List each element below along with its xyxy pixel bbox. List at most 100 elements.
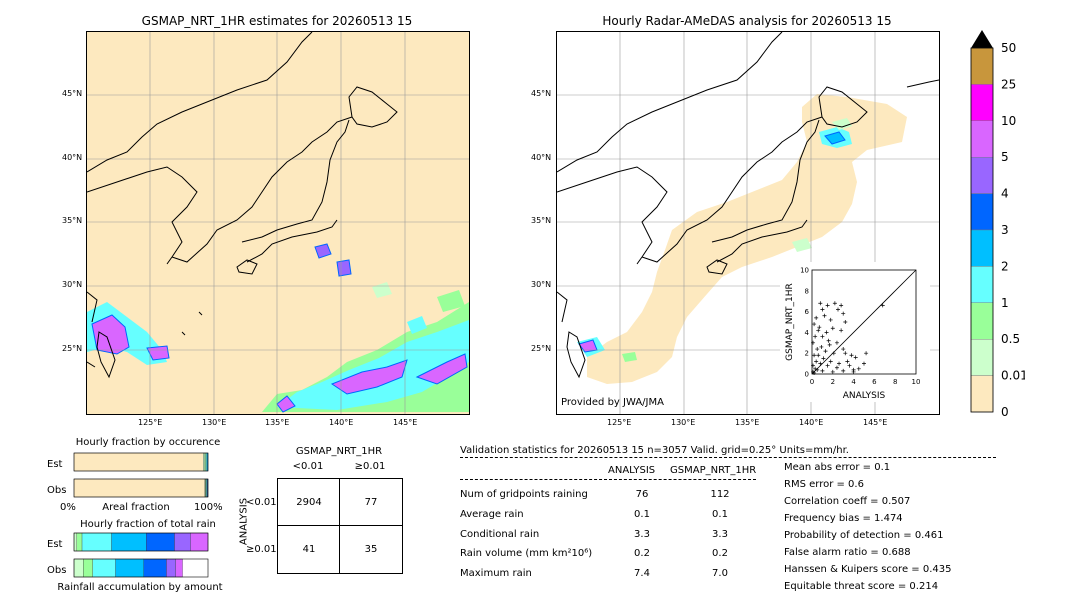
stat-gsmap-maximum: 7.0 (712, 568, 728, 579)
scatter-point (820, 334, 825, 339)
rain-category-est: Est (47, 539, 63, 550)
left-lat-label-45: 45°N (62, 89, 83, 98)
scatter-point (827, 342, 832, 347)
occ-category-obs: Obs (47, 485, 66, 496)
scatter-point (845, 359, 850, 364)
scatter-point (841, 368, 846, 373)
colorbar-label: 5 (1001, 150, 1009, 164)
right-lat-label-40: 40°N (531, 153, 552, 162)
colorbar-block (970, 339, 994, 376)
rain-xlabel: Rainfall accumulation by amount (57, 582, 222, 593)
scatter-point (818, 361, 823, 366)
left-rain-patches (87, 243, 469, 413)
occ-category-est: Est (47, 459, 63, 470)
scatter-point (826, 338, 831, 343)
score-frequency-bias: Frequency bias = 1.474 (784, 513, 903, 524)
scatter-point (820, 307, 825, 312)
scatter-point (824, 330, 829, 335)
colorbar-block (970, 156, 994, 194)
stat-gsmap-gridpoints: 112 (710, 489, 730, 500)
fraction-occurence-chart: Est Obs 0% 100% Areal fraction (40, 448, 240, 513)
stat-analysis-conditional: 3.3 (634, 529, 650, 540)
rain-bars (73, 532, 209, 578)
left-lon-label-135: 135°E (265, 418, 290, 427)
right-rain-patches (577, 118, 852, 362)
colorbar-block (970, 120, 994, 158)
scatter-ticks: 0 2 4 6 8 10 0 2 4 6 8 10 (800, 267, 920, 387)
scatter-x-tick: 4 (851, 378, 856, 386)
right-lat-label-30: 30°N (531, 280, 552, 289)
scatter-point (880, 303, 885, 308)
fraction-rain-chart: Est Obs Rainfall accumulation by amount (40, 530, 240, 594)
fraction-rain-title: Hourly fraction of total rain (80, 519, 216, 530)
contingency-cell-10: 41 (302, 544, 316, 555)
contingency-title: GSMAP_NRT_1HR (295, 446, 383, 457)
score-rmse: RMS error = 0.6 (784, 479, 864, 490)
scatter-point (813, 366, 818, 371)
colorbar-block (970, 84, 994, 122)
right-lon-label-125: 125°E (607, 418, 632, 427)
colorbar-block (970, 375, 994, 413)
stat-analysis-maximum: 7.4 (634, 568, 650, 579)
scatter-point (839, 328, 844, 333)
score-ets: Equitable threat score = 0.214 (784, 581, 939, 592)
contingency-table: 2904 77 41 35 (277, 478, 403, 574)
scatter-point (820, 368, 825, 373)
score-mae: Mean abs error = 0.1 (784, 462, 891, 473)
scatter-point (851, 369, 856, 374)
occ-tick-100: 100% (194, 502, 223, 512)
scatter-point (816, 353, 821, 358)
colorbar-label: 1 (1001, 296, 1009, 310)
fraction-bar-segment (175, 558, 183, 578)
scatter-point (815, 367, 820, 372)
scatter-point (834, 365, 839, 370)
scatter-point (839, 303, 844, 308)
scatter-x-tick: 2 (831, 378, 835, 386)
scatter-point (812, 370, 817, 375)
scatter-y-tick: 8 (805, 287, 809, 295)
scatter-point (815, 347, 820, 352)
fraction-bar-segment (83, 558, 93, 578)
left-lat-label-25: 25°N (62, 344, 83, 353)
colorbar-label: 50 (1001, 41, 1016, 55)
scatter-diagonal (811, 269, 917, 375)
colorbar-block (970, 47, 994, 85)
scatter-point (814, 359, 819, 364)
scatter-point (834, 340, 839, 345)
scatter-point (811, 340, 816, 345)
left-coastlines (87, 32, 398, 379)
left-lon-label-140: 140°E (329, 418, 354, 427)
contingency-cell-01: 77 (364, 497, 378, 508)
scatter-point (841, 311, 846, 316)
fraction-bar-segment (205, 452, 207, 472)
fraction-occurence-title: Hourly fraction by occurence (75, 437, 221, 448)
right-lat-label-35: 35°N (531, 216, 552, 225)
scatter-point (828, 359, 833, 364)
validation-col-gsmap: GSMAP_NRT_1HR (670, 465, 757, 476)
scatter-x-tick: 6 (872, 378, 877, 386)
scatter-point (819, 344, 824, 349)
fraction-bar-segment (111, 532, 147, 552)
left-lon-label-145: 145°E (393, 418, 418, 427)
validation-header: Validation statistics for 20260513 15 n=… (460, 445, 849, 456)
fraction-bar-segment (73, 558, 84, 578)
fraction-bar-segment (166, 558, 176, 578)
left-lat-label-30: 30°N (62, 280, 83, 289)
contingency-cell-00: 2904 (296, 497, 322, 508)
left-lon-label-130: 130°E (202, 418, 227, 427)
scatter-point (821, 356, 826, 361)
scatter-point (847, 363, 852, 368)
scatter-points (811, 301, 885, 375)
colorbar-label: 2 (1001, 259, 1009, 273)
right-coastlines (557, 32, 939, 379)
stat-gsmap-average: 0.1 (712, 509, 728, 520)
fraction-bar-segment (204, 452, 206, 472)
colorbar-label: 10 (1001, 114, 1016, 128)
colorbar-canvas: 50 25 10 5 4 3 2 1 0.5 0.01 0 (970, 30, 1028, 419)
right-lon-label-140: 140°E (799, 418, 824, 427)
validation-divider (460, 457, 996, 458)
scatter-y-tick: 6 (805, 308, 810, 316)
scatter-point (841, 347, 846, 352)
colorbar-extend-arrow (971, 30, 993, 48)
contingency-cell-11: 35 (364, 544, 378, 555)
